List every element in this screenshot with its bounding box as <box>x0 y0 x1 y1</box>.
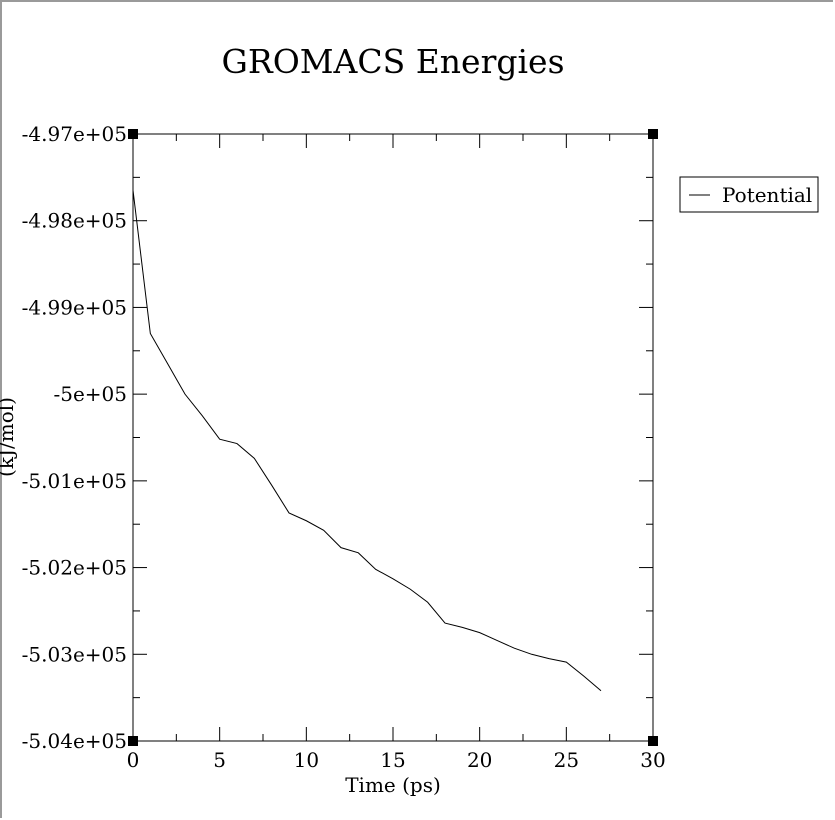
corner-handle <box>128 129 138 139</box>
legend: Potential <box>679 176 819 213</box>
x-axis-label: Time (ps) <box>345 773 441 797</box>
y-axis-ticks <box>133 133 653 742</box>
y-tick-label: -5.02e+05 <box>22 556 127 580</box>
y-tick-label: -5.01e+05 <box>22 469 127 493</box>
y-axis-tick-labels: -4.97e+05 -4.98e+05 -4.99e+05 -5e+05 -5.01e+… <box>22 122 127 753</box>
x-tick-label: 5 <box>213 748 226 772</box>
chart-title: GROMACS Energies <box>221 42 564 81</box>
legend-label-potential: Potential <box>722 183 812 207</box>
y-tick-label: -4.99e+05 <box>22 295 127 319</box>
x-tick-label: 0 <box>127 748 140 772</box>
y-tick-label: -5.03e+05 <box>22 642 127 666</box>
corner-handle <box>648 129 658 139</box>
y-tick-label: -4.97e+05 <box>22 122 127 146</box>
plot-area <box>132 133 654 742</box>
x-axis-ticks <box>132 134 654 741</box>
y-tick-label: -5.04e+05 <box>22 729 127 753</box>
corner-handles <box>128 129 658 746</box>
x-tick-label: 10 <box>294 748 319 772</box>
x-tick-label: 20 <box>467 748 492 772</box>
corner-handle <box>128 736 138 746</box>
y-tick-label: -5e+05 <box>53 382 127 406</box>
series-line-potential <box>132 190 602 692</box>
corner-handle <box>648 736 658 746</box>
x-tick-label: 30 <box>640 748 665 772</box>
x-tick-label: 25 <box>554 748 579 772</box>
y-axis-label: (kJ/mol) <box>0 397 18 477</box>
y-tick-label: -4.98e+05 <box>22 209 127 233</box>
x-axis-tick-labels: 0 5 10 15 20 25 30 <box>127 748 666 772</box>
x-tick-label: 15 <box>380 748 405 772</box>
